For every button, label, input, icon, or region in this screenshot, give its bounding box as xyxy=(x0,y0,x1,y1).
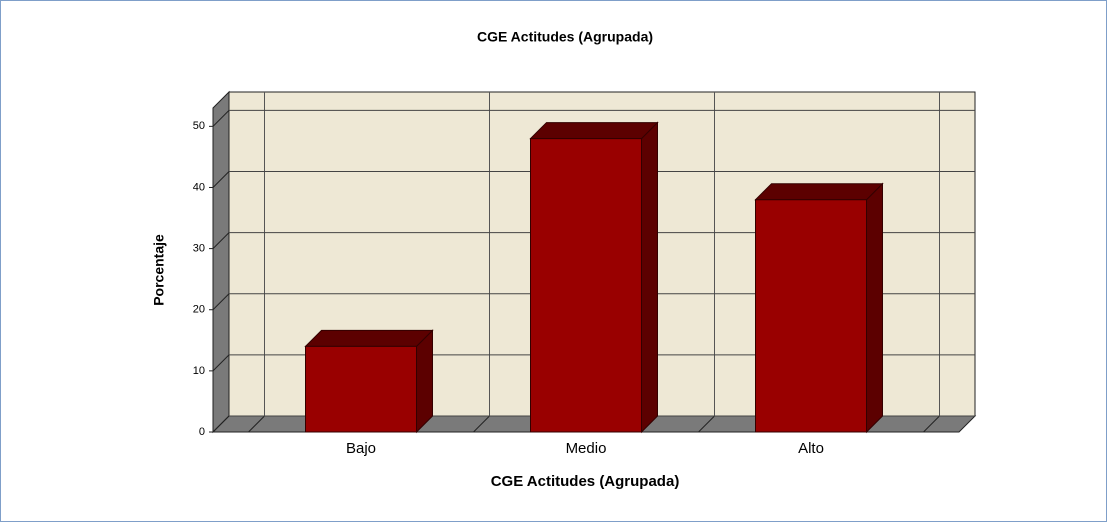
bar-side xyxy=(416,329,433,434)
bar-top xyxy=(304,329,434,347)
grid-diagonal xyxy=(212,293,230,311)
floor-separator xyxy=(248,415,265,433)
floor-separator xyxy=(473,415,490,433)
y-tick-label: 50 xyxy=(193,120,205,132)
grid-diagonal xyxy=(212,354,230,372)
y-tick-label: 30 xyxy=(193,243,205,255)
bar-front xyxy=(305,345,417,433)
bar-top xyxy=(754,183,884,201)
chart-title: CGE Actitudes (Agrupada) xyxy=(477,29,653,45)
grid-diagonal xyxy=(212,415,230,433)
y-tick-label: 0 xyxy=(199,426,205,438)
side-wall xyxy=(212,90,230,434)
bar-side xyxy=(866,182,883,434)
bar xyxy=(304,329,434,434)
bar-top xyxy=(529,122,659,140)
bar-side xyxy=(641,121,658,434)
floor-separator xyxy=(698,415,715,433)
grid-diagonal xyxy=(212,171,230,188)
bar xyxy=(754,182,884,434)
y-tick-label: 10 xyxy=(193,365,205,377)
x-tick-label: Bajo xyxy=(346,440,376,457)
grid-diagonal xyxy=(212,232,230,249)
y-axis-title: Porcentaje xyxy=(151,234,167,306)
x-tick-label: Alto xyxy=(798,440,824,457)
x-tick-label: Medio xyxy=(566,440,607,457)
bar-front xyxy=(755,199,867,433)
y-tick-label: 40 xyxy=(193,181,205,193)
floor-separator xyxy=(923,415,940,433)
y-tick-label: 20 xyxy=(193,304,205,316)
grid-diagonal xyxy=(212,109,230,127)
bar xyxy=(529,121,659,434)
bar-front xyxy=(530,138,642,433)
x-axis-title: CGE Actitudes (Agrupada) xyxy=(491,473,680,490)
